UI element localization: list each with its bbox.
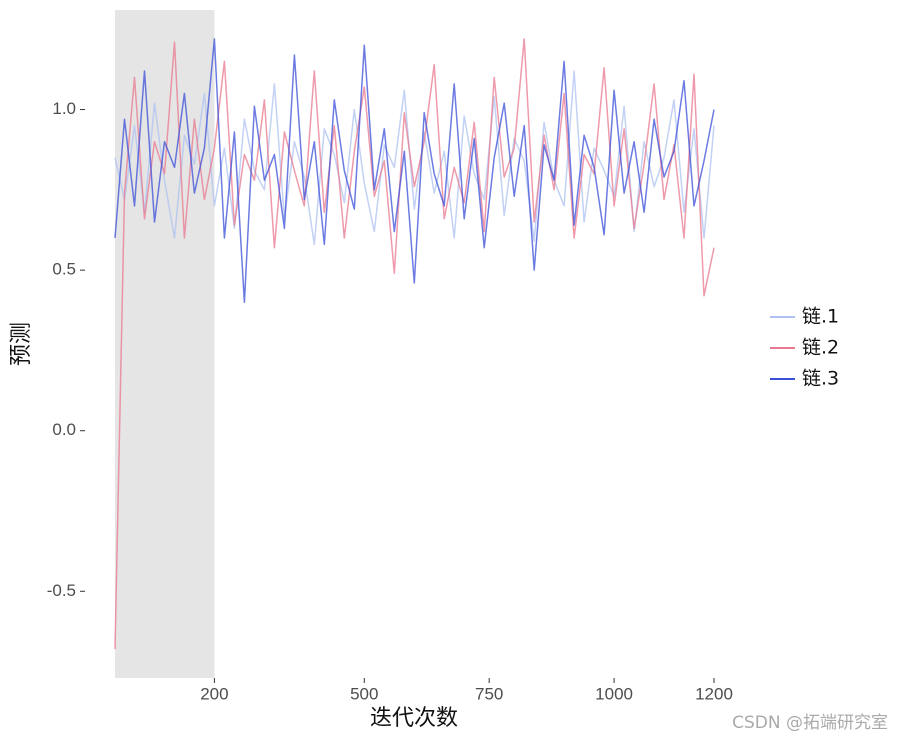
x-tick-label: 750	[475, 684, 503, 703]
y-axis-title: 预测	[9, 322, 34, 366]
series-line	[114, 38, 715, 650]
x-tick-label: 500	[350, 684, 378, 703]
x-axis-title: 迭代次数	[370, 706, 458, 731]
y-tick-label: -0.5	[47, 581, 76, 600]
legend-label: 链.1	[802, 306, 839, 328]
watermark: CSDN @拓端研究室	[732, 713, 888, 733]
y-tick-label: 1.0	[52, 99, 76, 118]
x-tick-label: 1000	[595, 684, 633, 703]
legend-label: 链.2	[802, 337, 839, 359]
legend-label: 链.3	[802, 368, 839, 390]
y-tick-label: 0.5	[52, 260, 76, 279]
warmup-region	[115, 10, 215, 678]
x-tick-label: 1200	[695, 684, 733, 703]
series-line	[114, 38, 715, 304]
y-tick-label: 0.0	[52, 420, 76, 439]
x-tick-label: 200	[200, 684, 228, 703]
